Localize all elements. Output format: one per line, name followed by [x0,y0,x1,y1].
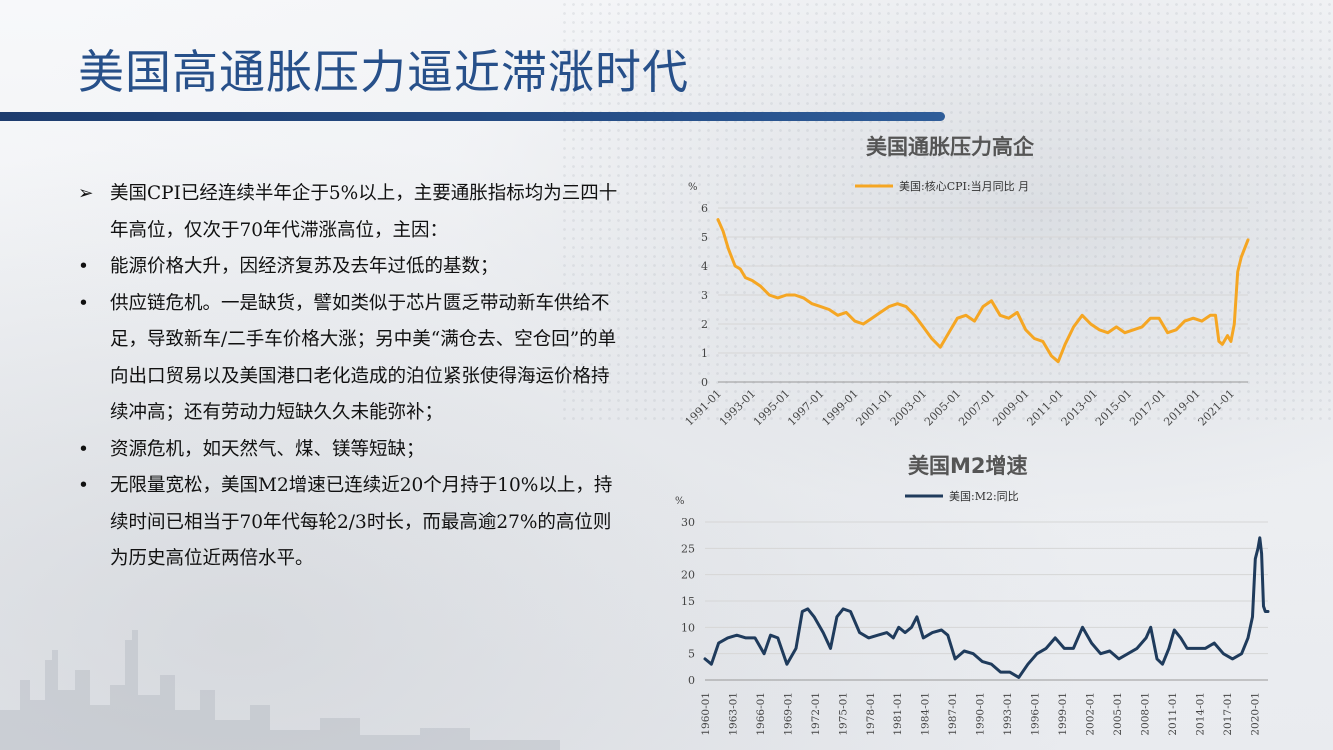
x-tick-label: 1981-01 [892,692,904,736]
bullet-item: • 无限量宽松，美国M2增速已连续近20个月持于10%以上，持续时间已相当于70… [78,468,618,578]
bullet-marker: • [78,438,89,460]
x-tick-label: 1975-01 [837,692,849,736]
series-line [703,536,1270,679]
x-tick-label: 1969-01 [782,692,794,736]
x-tick-label: 1996-01 [1030,692,1042,736]
x-tick-label: 1995-01 [751,387,793,429]
y-tick-label: 4 [701,260,708,273]
bullet-text: 资源危机，如天然气、煤、镁等短缺； [110,438,425,460]
bullet-marker: • [78,475,89,496]
x-tick-label: 2003-01 [888,387,930,429]
y-axis-unit-label: % [675,496,685,507]
x-tick-label: 2021-01 [1196,387,1238,429]
y-tick-label: 20 [681,569,695,582]
x-tick-label: 1966-01 [755,692,767,736]
x-tick-label: 2008-01 [1139,692,1151,736]
x-tick-label: 1999-01 [819,387,861,429]
y-tick-label: 30 [681,516,695,529]
m2-line-chart: 0 5 10 15 20 25 30% 1960-01 1963-01 1966-01 1969-0… [675,490,1270,736]
y-tick-label: 6 [701,202,708,215]
legend-label: 美国:M2:同比 [949,490,1019,503]
x-tick-label: 1997-01 [785,387,827,429]
x-tick-label: 2001-01 [854,387,896,429]
x-tick-label: 2019-01 [1161,387,1203,429]
bullet-item: ➢ 美国CPI已经连续半年企于5%以上，主要通胀指标均为三四十年高位，仅次于70… [78,176,618,249]
x-tick-label: 2017-01 [1127,387,1169,429]
y-tick-label: 15 [681,595,695,608]
title-underline-bar [0,112,945,121]
page-title: 美国高通胀压力逼近滞涨时代 [78,45,689,99]
bullet-marker: ➢ [78,183,94,204]
bullet-item: • 能源价格大升，因经济复苏及去年过低的基数； [78,249,618,286]
city-skyline-decoration [0,630,560,750]
bullet-item: • 资源危机，如天然气、煤、镁等短缺； [78,432,618,469]
cpi-chart-title: 美国通胀压力高企 [866,135,1034,159]
bullet-text: 供应链危机。一是缺货，譬如类似于芯片匮乏带动新车供给不足，导致新车/二手车价格大… [110,292,617,424]
bullet-marker: • [78,256,89,277]
y-tick-label: 0 [688,674,695,687]
bullet-text: 美国CPI已经连续半年企于5%以上，主要通胀指标均为三四十年高位，仅次于70年代… [110,183,618,241]
x-tick-label: 1993-01 [1002,692,1014,736]
x-tick-label: 1972-01 [810,692,822,736]
x-tick-label: 1978-01 [865,692,877,736]
y-tick-label: 0 [701,376,708,389]
y-tick-label: 5 [701,231,708,244]
x-tick-label: 1963-01 [727,692,739,736]
x-tick-label: 1991-01 [683,387,725,429]
x-tick-label: 1990-01 [975,692,987,736]
bullet-marker: • [78,292,89,314]
x-tick-label: 2013-01 [1059,387,1101,429]
x-tick-label: 2011-01 [1025,387,1067,429]
bullet-item: • 供应链危机。一是缺货，譬如类似于芯片匮乏带动新车供给不足，导致新车/二手车价… [78,286,618,432]
x-tick-label: 1999-01 [1057,692,1069,736]
y-axis-unit-label: % [688,182,698,193]
y-tick-label: 2 [701,318,708,331]
x-tick-label: 2009-01 [990,387,1032,429]
bullet-text: 能源价格大升，因经济复苏及去年过低的基数； [110,256,499,277]
x-tick-label: 2005-01 [922,387,964,429]
x-tick-label: 2017-01 [1222,692,1234,736]
y-tick-label: 5 [688,648,695,661]
x-tick-label: 2014-01 [1194,692,1206,736]
y-tick-label: 10 [681,621,695,634]
x-tick-label: 2011-01 [1167,692,1179,736]
y-tick-label: 25 [681,542,695,555]
y-tick-label: 3 [701,289,708,302]
y-tick-label: 1 [701,347,708,360]
m2-chart-title: 美国M2增速 [908,454,1028,478]
x-tick-label: 1984-01 [920,692,932,736]
x-tick-label: 1987-01 [947,692,959,736]
x-tick-label: 1960-01 [700,692,712,736]
world-map-dots-decoration [560,0,1333,420]
bullet-list: ➢ 美国CPI已经连续半年企于5%以上，主要通胀指标均为三四十年高位，仅次于70… [78,176,618,578]
x-tick-label: 2020-01 [1249,692,1261,736]
series-line [716,218,1250,364]
x-tick-label: 1993-01 [717,387,759,429]
bullet-text: 无限量宽松，美国M2增速已连续近20个月持于10%以上，持续时间已相当于70年代… [110,475,613,569]
x-tick-label: 2015-01 [1093,387,1135,429]
x-tick-label: 2007-01 [956,387,998,429]
legend-label: 美国:核心CPI:当月同比 月 [899,179,1029,193]
x-tick-label: 2002-01 [1084,692,1096,736]
cpi-line-chart: 0 1 2 3 4 5 6% 1991-011993-011995-011997-011999… [683,179,1250,429]
x-tick-label: 2005-01 [1112,692,1124,736]
